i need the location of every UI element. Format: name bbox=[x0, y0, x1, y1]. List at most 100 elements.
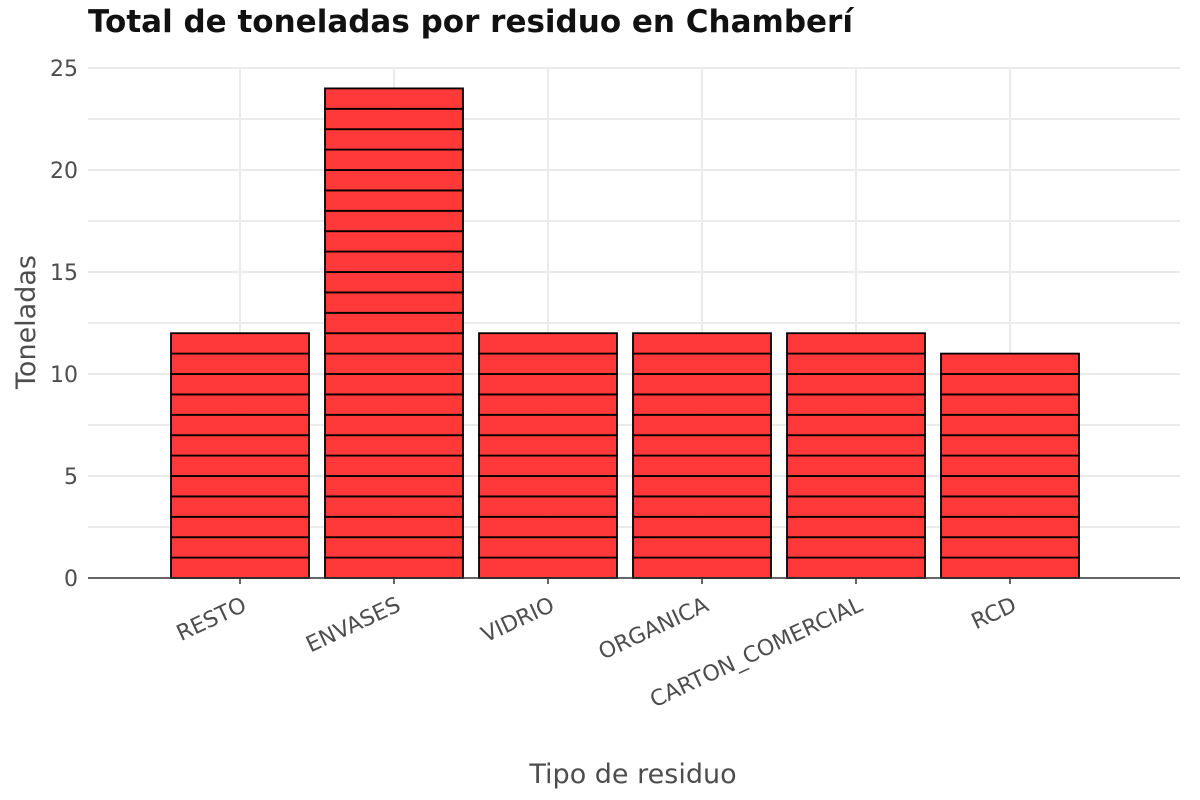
bar-segment bbox=[786, 434, 926, 457]
bar-segment bbox=[940, 556, 1080, 579]
bar-segment bbox=[170, 434, 310, 457]
bar-segment bbox=[324, 556, 464, 579]
bar-segment bbox=[786, 413, 926, 437]
bar-segment bbox=[786, 352, 926, 375]
bar-segment bbox=[786, 454, 926, 477]
bar-segment bbox=[940, 515, 1080, 539]
bar-segment bbox=[478, 413, 618, 437]
bar-segment bbox=[170, 515, 310, 539]
bar-segment bbox=[632, 536, 772, 559]
bar-segment bbox=[632, 495, 772, 518]
bar-segment bbox=[478, 352, 618, 375]
bar-segment bbox=[170, 536, 310, 559]
bar-segment bbox=[324, 495, 464, 518]
bar-segment bbox=[324, 87, 464, 110]
bar-segment bbox=[324, 169, 464, 192]
bar-segment bbox=[170, 495, 310, 518]
bar-segment bbox=[170, 352, 310, 375]
bar-segment bbox=[786, 393, 926, 416]
bar-segment bbox=[478, 454, 618, 477]
bar-segment bbox=[632, 393, 772, 416]
bar-segment bbox=[170, 556, 310, 579]
x-tick-label: VIDRIO bbox=[478, 593, 559, 648]
bar-segment bbox=[632, 413, 772, 437]
bar-segment bbox=[170, 332, 310, 355]
y-tick-label: 20 bbox=[50, 159, 78, 184]
y-tick-label: 25 bbox=[50, 57, 78, 82]
bar-segment bbox=[478, 332, 618, 355]
bar-segment bbox=[324, 209, 464, 233]
bar-segment bbox=[786, 373, 926, 396]
y-tick-label: 10 bbox=[50, 363, 78, 388]
bar-rcd bbox=[940, 352, 1080, 579]
bar-segment bbox=[170, 454, 310, 477]
bar-segment bbox=[786, 536, 926, 559]
bar-segment bbox=[324, 413, 464, 437]
bar-segment bbox=[786, 495, 926, 518]
y-tick-label: 0 bbox=[64, 567, 78, 592]
bar-segment bbox=[170, 373, 310, 396]
bar-segment bbox=[478, 536, 618, 559]
bar-segment bbox=[324, 128, 464, 151]
bar-segment bbox=[940, 454, 1080, 477]
x-tick-label: RESTO bbox=[173, 593, 251, 647]
bar-segment bbox=[940, 393, 1080, 416]
bar-segment bbox=[324, 536, 464, 559]
x-tick-label: ENVASES bbox=[303, 593, 405, 658]
bar-segment bbox=[324, 291, 464, 314]
bar-segment bbox=[324, 373, 464, 396]
bar-segment bbox=[324, 148, 464, 171]
bar-segment bbox=[940, 495, 1080, 518]
bar-segment bbox=[786, 332, 926, 355]
bar-segment bbox=[632, 352, 772, 375]
bar-segment bbox=[478, 515, 618, 539]
bar-segment bbox=[632, 434, 772, 457]
bar-segment bbox=[940, 413, 1080, 437]
bar-segment bbox=[478, 393, 618, 416]
bar-segment bbox=[324, 230, 464, 253]
bar-segment bbox=[940, 434, 1080, 457]
chart-title: Total de toneladas por residuo en Chambe… bbox=[88, 4, 854, 40]
bar-segment bbox=[324, 454, 464, 477]
bar-segment bbox=[324, 189, 464, 212]
y-axis-title: Toneladas bbox=[11, 255, 42, 390]
y-tick-label: 15 bbox=[50, 261, 78, 286]
bar-segment bbox=[324, 311, 464, 335]
bar-segment bbox=[324, 107, 464, 131]
bar-segment bbox=[478, 495, 618, 518]
bar-segment bbox=[324, 332, 464, 355]
bar-segment bbox=[632, 332, 772, 355]
bar-segment bbox=[786, 475, 926, 498]
bar-segment bbox=[632, 515, 772, 539]
bar-envases bbox=[324, 87, 464, 579]
x-tick-label: RCD bbox=[968, 593, 1021, 635]
bar-segment bbox=[324, 250, 464, 273]
bar-segment bbox=[632, 373, 772, 396]
bars bbox=[170, 87, 1080, 579]
bar-segment bbox=[632, 556, 772, 579]
x-axis-title: Tipo de residuo bbox=[528, 759, 736, 790]
y-tick-label: 5 bbox=[64, 465, 78, 490]
bar-segment bbox=[478, 434, 618, 457]
bar-segment bbox=[786, 515, 926, 539]
bar-segment bbox=[170, 475, 310, 498]
bar-segment bbox=[324, 434, 464, 457]
bar-segment bbox=[632, 454, 772, 477]
bar-segment bbox=[478, 556, 618, 579]
bar-segment bbox=[324, 352, 464, 375]
bar-segment bbox=[940, 352, 1080, 375]
bar-segment bbox=[786, 556, 926, 579]
bar-vidrio bbox=[478, 332, 618, 579]
bar-segment bbox=[324, 271, 464, 294]
x-tick-label: ORGANICA bbox=[595, 593, 713, 666]
bar-segment bbox=[940, 475, 1080, 498]
bar-segment bbox=[170, 393, 310, 416]
bar-segment bbox=[170, 413, 310, 437]
bar-carton_comercial bbox=[786, 332, 926, 579]
bar-segment bbox=[632, 475, 772, 498]
bar-segment bbox=[478, 373, 618, 396]
bar-segment bbox=[324, 393, 464, 416]
bar-segment bbox=[940, 373, 1080, 396]
bar-organica bbox=[632, 332, 772, 579]
